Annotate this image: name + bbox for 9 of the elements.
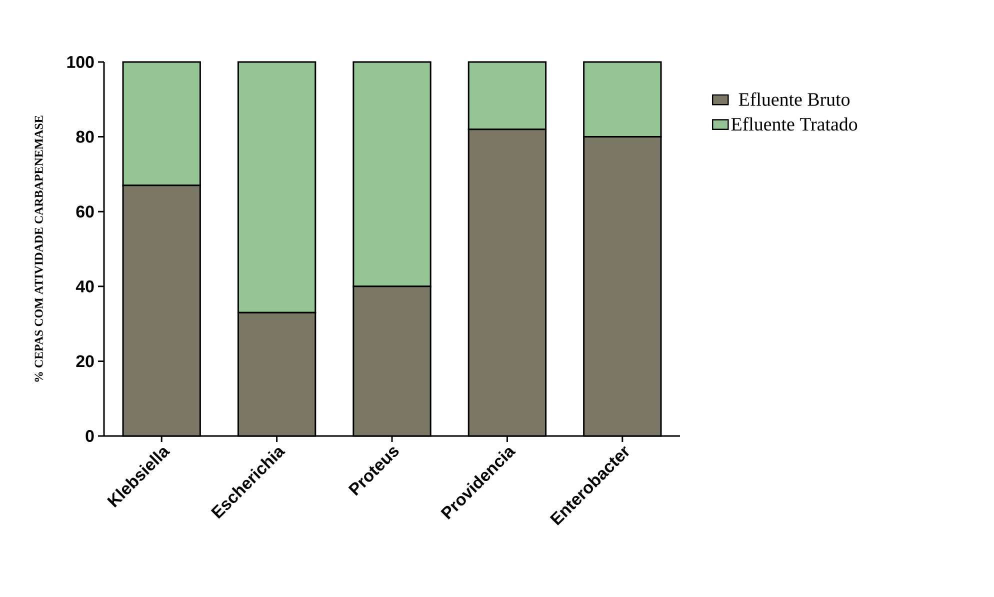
legend-label: Efluente Tratado [731,117,858,131]
y-tick-label: 100 [67,56,94,68]
y-tick-label: 60 [76,206,94,218]
y-axis-title: % CEPAS COM ATIVIDADE CARBAPENEMASE [34,116,43,382]
y-tick-label: 20 [76,355,94,368]
y-tick-label: 0 [86,430,94,442]
legend-label: Efluente Bruto [738,92,850,106]
y-tick-label: 80 [76,130,94,143]
y-tick-label: 40 [76,280,94,292]
